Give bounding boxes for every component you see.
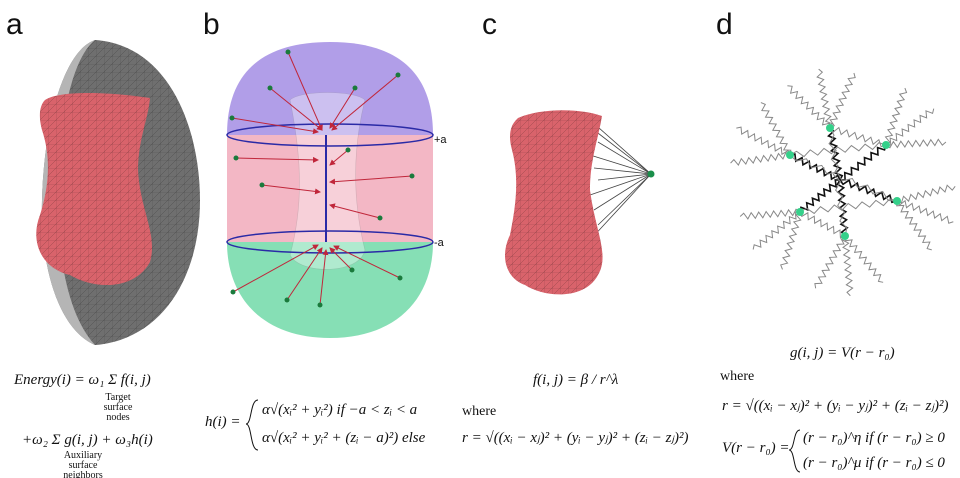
node xyxy=(378,216,383,221)
panel-label: a xyxy=(6,8,23,41)
node xyxy=(826,124,834,132)
figure: a b c d +a -a Energy(i) = ω₁ Σ f(i, j) T… xyxy=(0,0,960,478)
node xyxy=(285,298,290,303)
node xyxy=(286,50,291,55)
formula: α√(xᵢ² + yᵢ² + (zᵢ − a)²) else xyxy=(262,430,426,446)
spring xyxy=(830,73,855,128)
formula: (r − r₀)^μ if (r − r₀) ≤ 0 xyxy=(803,455,945,471)
formula: r = √((xᵢ − xⱼ)² + (yᵢ − yⱼ)² + (zᵢ − zⱼ… xyxy=(462,430,689,446)
formula: where xyxy=(462,404,496,419)
panel-a-drawing xyxy=(36,40,200,345)
spring xyxy=(731,153,790,166)
spring xyxy=(800,199,897,214)
node xyxy=(410,174,415,179)
spring xyxy=(815,236,845,288)
spring xyxy=(897,185,955,203)
node xyxy=(318,303,323,308)
formula: r = √((xᵢ − xⱼ)² + (yᵢ − yⱼ)² + (zᵢ − zⱼ… xyxy=(722,398,949,414)
panel-label: c xyxy=(482,8,497,41)
spring xyxy=(736,127,790,155)
node xyxy=(350,268,355,273)
formula: where xyxy=(720,369,754,384)
node xyxy=(346,148,351,153)
panel-label: b xyxy=(203,8,220,41)
formula: (r − r₀)^η if (r − r₀) ≥ 0 xyxy=(803,430,945,446)
spring xyxy=(781,212,801,269)
spring xyxy=(845,236,883,282)
sum-label: neighbors xyxy=(63,470,103,478)
node xyxy=(260,183,265,188)
spring xyxy=(840,180,897,202)
spring xyxy=(761,103,791,155)
node xyxy=(796,208,804,216)
panel-c-drawing xyxy=(505,110,655,294)
marker-label: -a xyxy=(434,237,445,249)
formula: g(i, j) = V(r − r₀) xyxy=(790,345,895,361)
node xyxy=(353,86,358,91)
fan-line xyxy=(594,130,651,174)
panel-b-drawing xyxy=(227,42,433,338)
node xyxy=(893,197,901,205)
formula: f(i, j) = β / r^λ xyxy=(533,372,619,388)
node xyxy=(396,73,401,78)
formula: V(r − r₀) = xyxy=(722,440,790,456)
panel-d-drawing xyxy=(731,69,956,296)
panel-label: d xyxy=(716,8,733,41)
node xyxy=(268,86,273,91)
spring xyxy=(886,139,946,147)
formula: Energy(i) = ω₁ Σ f(i, j) xyxy=(13,372,151,388)
spring xyxy=(790,155,897,201)
node xyxy=(230,116,235,121)
node xyxy=(398,276,403,281)
brace xyxy=(789,430,800,472)
sum-label: nodes xyxy=(106,412,129,423)
node xyxy=(231,290,236,295)
node xyxy=(841,232,849,240)
fan-line xyxy=(598,174,651,225)
formula: α√(xᵢ² + yᵢ²) if −a < zᵢ < a xyxy=(262,402,417,418)
spring xyxy=(842,236,852,296)
node xyxy=(234,156,239,161)
node xyxy=(882,141,890,149)
formula: h(i) = xyxy=(205,414,241,430)
node xyxy=(786,151,794,159)
spring xyxy=(800,212,845,237)
brace xyxy=(246,400,258,450)
formula: +ω₂ Σ g(i, j) + ω₃h(i) xyxy=(22,432,153,448)
marker-label: +a xyxy=(434,134,447,146)
